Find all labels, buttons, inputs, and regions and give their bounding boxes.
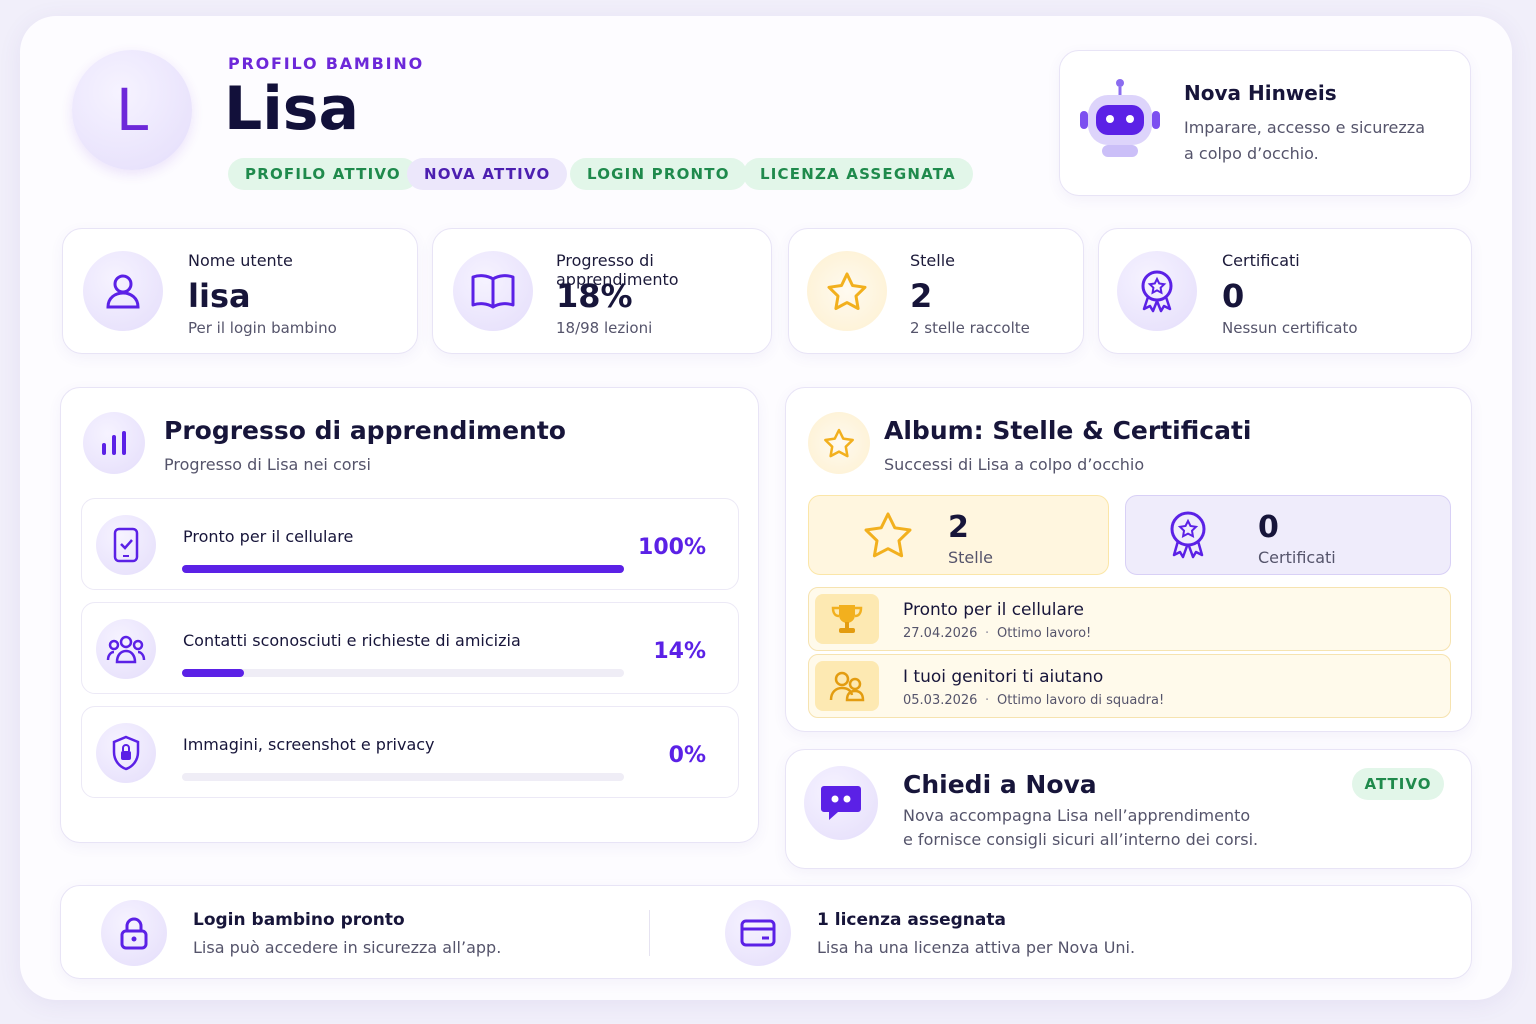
stat-value: 0 xyxy=(1222,277,1245,315)
summary-label: Certificati xyxy=(1258,548,1336,567)
lock-icon xyxy=(101,900,167,966)
progress-track xyxy=(182,669,624,677)
stat-label: Stelle xyxy=(910,251,956,270)
achievement-title: Pronto per il cellulare xyxy=(903,600,1084,620)
eyebrow: PROFILO BAMBINO xyxy=(228,54,424,73)
stat-value: 18% xyxy=(556,277,633,315)
progress-bar xyxy=(182,669,244,677)
badge: PROFILO ATTIVO xyxy=(228,158,418,190)
stars-summary: 2 Stelle xyxy=(808,495,1109,575)
achievement: I tuoi genitori ti aiutano 05.03.2026 · … xyxy=(808,654,1451,718)
hint-text: Imparare, accesso e sicurezza a colpo d’… xyxy=(1184,118,1425,163)
user-icon xyxy=(83,251,163,331)
panel-title: Progresso di apprendimento xyxy=(164,416,566,445)
star-icon xyxy=(807,251,887,331)
course-icon xyxy=(96,515,156,575)
footer-title: Login bambino pronto xyxy=(193,910,405,930)
stat-note: 2 stelle raccolte xyxy=(910,319,1030,337)
progress-label: 100% xyxy=(638,535,706,560)
summary-value: 0 xyxy=(1258,510,1279,545)
stat-card: Nome utente lisa Per il login bambino xyxy=(62,228,418,354)
star-icon xyxy=(808,412,870,474)
family-icon xyxy=(815,661,879,711)
book-icon xyxy=(453,251,533,331)
footer-card: Login bambino pronto Lisa può accedere i… xyxy=(60,885,1472,979)
stat-card: Certificati 0 Nessun certificato xyxy=(1098,228,1472,354)
stat-value: lisa xyxy=(188,277,251,315)
license-icon xyxy=(725,900,791,966)
progress-track xyxy=(182,565,624,573)
badge: NOVA ATTIVO xyxy=(407,158,568,190)
course-row: Contatti sconosciuti e richieste di amic… xyxy=(81,602,739,694)
panel-title: Album: Stelle & Certificati xyxy=(884,416,1252,445)
divider xyxy=(649,910,650,956)
panel-subtitle: Progresso di Lisa nei corsi xyxy=(164,455,371,474)
badge: LOGIN PRONTO xyxy=(570,158,747,190)
achievement-date: 05.03.2026 xyxy=(903,693,978,708)
stat-label: Nome utente xyxy=(188,251,293,270)
badge: LICENZA ASSEGNATA xyxy=(743,158,973,190)
chat-text: Nova accompagna Lisa nell’apprendimento … xyxy=(903,806,1259,849)
stat-note: Nessun certificato xyxy=(1222,319,1358,337)
course-name: Contatti sconosciuti e richieste di amic… xyxy=(183,631,521,650)
summary-value: 2 xyxy=(948,510,969,545)
course-icon xyxy=(96,723,156,783)
achievement-note: Ottimo lavoro di squadra! xyxy=(997,693,1165,708)
child-name: Lisa xyxy=(224,74,359,144)
certificate-icon xyxy=(1170,511,1206,559)
separator: · xyxy=(985,626,990,641)
separator: · xyxy=(985,693,990,708)
chat-title: Chiedi a Nova xyxy=(903,770,1097,799)
progress-label: 0% xyxy=(668,743,706,768)
nova-chat-card[interactable]: Chiedi a Nova ATTIVO Nova accompagna Lis… xyxy=(785,749,1472,869)
course-name: Immagini, screenshot e privacy xyxy=(183,735,435,754)
album-panel: Album: Stelle & Certificati Successi di … xyxy=(785,387,1472,732)
achievement: Pronto per il cellulare 27.04.2026 · Ott… xyxy=(808,587,1451,651)
hint-title: Nova Hinweis xyxy=(1184,81,1337,105)
stat-label: Progresso di apprendimento xyxy=(556,251,679,289)
course-name: Pronto per il cellulare xyxy=(183,527,354,546)
stat-card: Stelle 2 2 stelle raccolte xyxy=(788,228,1084,354)
avatar: L xyxy=(72,50,192,170)
trophy-icon xyxy=(815,594,879,644)
chart-icon xyxy=(83,412,145,474)
progress-bar xyxy=(182,565,624,573)
course-icon xyxy=(96,619,156,679)
robot-icon xyxy=(1080,79,1160,157)
course-row: Immagini, screenshot e privacy 0% xyxy=(81,706,739,798)
achievement-note: Ottimo lavoro! xyxy=(997,626,1092,641)
footer-text: Lisa ha una licenza attiva per Nova Uni. xyxy=(817,938,1136,957)
stat-label: Certificati xyxy=(1222,251,1300,270)
stat-note: 18/98 lezioni xyxy=(556,319,653,337)
summary-label: Stelle xyxy=(948,548,994,567)
footer-title: 1 licenza assegnata xyxy=(817,910,1006,930)
certificate-icon xyxy=(1117,251,1197,331)
stat-value: 2 xyxy=(910,277,933,315)
footer-text: Lisa può accedere in sicurezza all’app. xyxy=(193,938,502,957)
chat-icon xyxy=(804,766,878,840)
status-badge: ATTIVO xyxy=(1352,768,1444,800)
hint-card: Nova Hinweis Imparare, accesso e sicurez… xyxy=(1059,50,1471,196)
panel-subtitle: Successi di Lisa a colpo d’occhio xyxy=(884,455,1145,474)
star-icon xyxy=(864,512,912,558)
progress-track xyxy=(182,773,624,781)
stat-card: Progresso di apprendimento 18% 18/98 lez… xyxy=(432,228,772,354)
course-row: Pronto per il cellulare 100% xyxy=(81,498,739,590)
achievement-title: I tuoi genitori ti aiutano xyxy=(903,667,1104,687)
progress-panel: Progresso di apprendimento Progresso di … xyxy=(60,387,759,843)
certificates-summary: 0 Certificati xyxy=(1125,495,1451,575)
progress-label: 14% xyxy=(653,639,706,664)
stat-note: Per il login bambino xyxy=(188,319,337,337)
achievement-date: 27.04.2026 xyxy=(903,626,978,641)
